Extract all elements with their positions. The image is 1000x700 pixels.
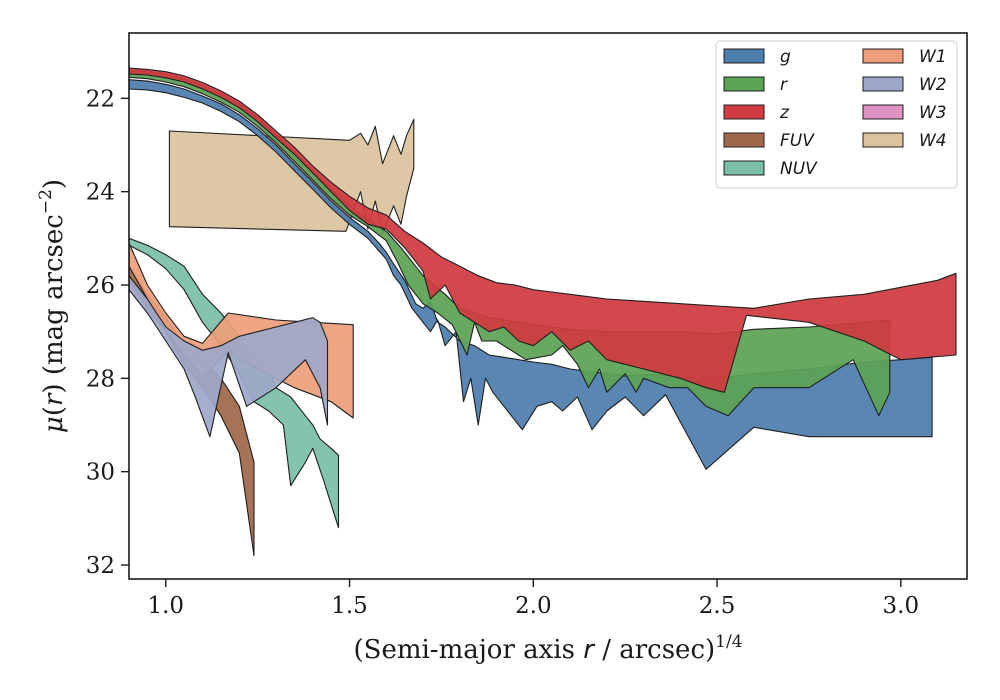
legend-swatch-fuv (723, 132, 765, 148)
legend-swatch-w4 (862, 132, 904, 148)
band-w2 (129, 275, 329, 438)
legend-label-z: z (779, 103, 790, 123)
y-axis: 22 24 26 28 30 32 (86, 86, 129, 579)
profile-bands (129, 67, 957, 557)
band-g (129, 79, 933, 470)
x-tick-label: 2.5 (699, 593, 736, 619)
legend-label-nuv: NUV (780, 159, 818, 179)
x-tick-label: 1.0 (147, 593, 184, 619)
y-tick-label: 22 (86, 86, 115, 112)
legend-label-w4: W4 (919, 131, 947, 151)
x-tick-label: 3.0 (883, 593, 920, 619)
y-tick-label: 24 (86, 180, 115, 206)
band-nuv (129, 237, 340, 529)
x-tick-label: 2.0 (515, 593, 552, 619)
legend-swatch-w3 (862, 104, 904, 120)
legend-swatch-w2 (862, 76, 904, 92)
legend-label-w3: W3 (919, 103, 947, 123)
legend-label-r: r (780, 75, 788, 95)
y-axis-label: μ(r) (mag arcsec−2) (36, 179, 69, 433)
x-tick-label: 1.5 (331, 593, 368, 619)
legend-swatch-r (723, 76, 765, 92)
y-tick-label: 32 (86, 553, 115, 579)
y-tick-label: 26 (86, 273, 115, 299)
x-axis: 1.0 1.5 2.0 2.5 3.0 (147, 579, 919, 619)
legend-label-fuv: FUV (780, 131, 815, 151)
plot-frame (128, 32, 968, 580)
legend-swatch-nuv (723, 160, 765, 176)
x-axis-label: (Semi-major axis r / arcsec)1/4 (353, 632, 742, 665)
band-z (129, 67, 957, 393)
legend-label-g: g (780, 47, 791, 67)
legend: grz FUV NUV W1 W2 W3 W4 (715, 40, 958, 189)
legend-label-w1: W1 (919, 47, 947, 67)
legend-label-w2: W2 (919, 75, 947, 95)
y-tick-label: 30 (86, 460, 115, 486)
y-tick-label: 28 (86, 366, 115, 392)
legend-swatch-g (723, 48, 765, 64)
legend-swatch-w1 (862, 48, 904, 64)
legend-swatch-z (723, 104, 765, 120)
